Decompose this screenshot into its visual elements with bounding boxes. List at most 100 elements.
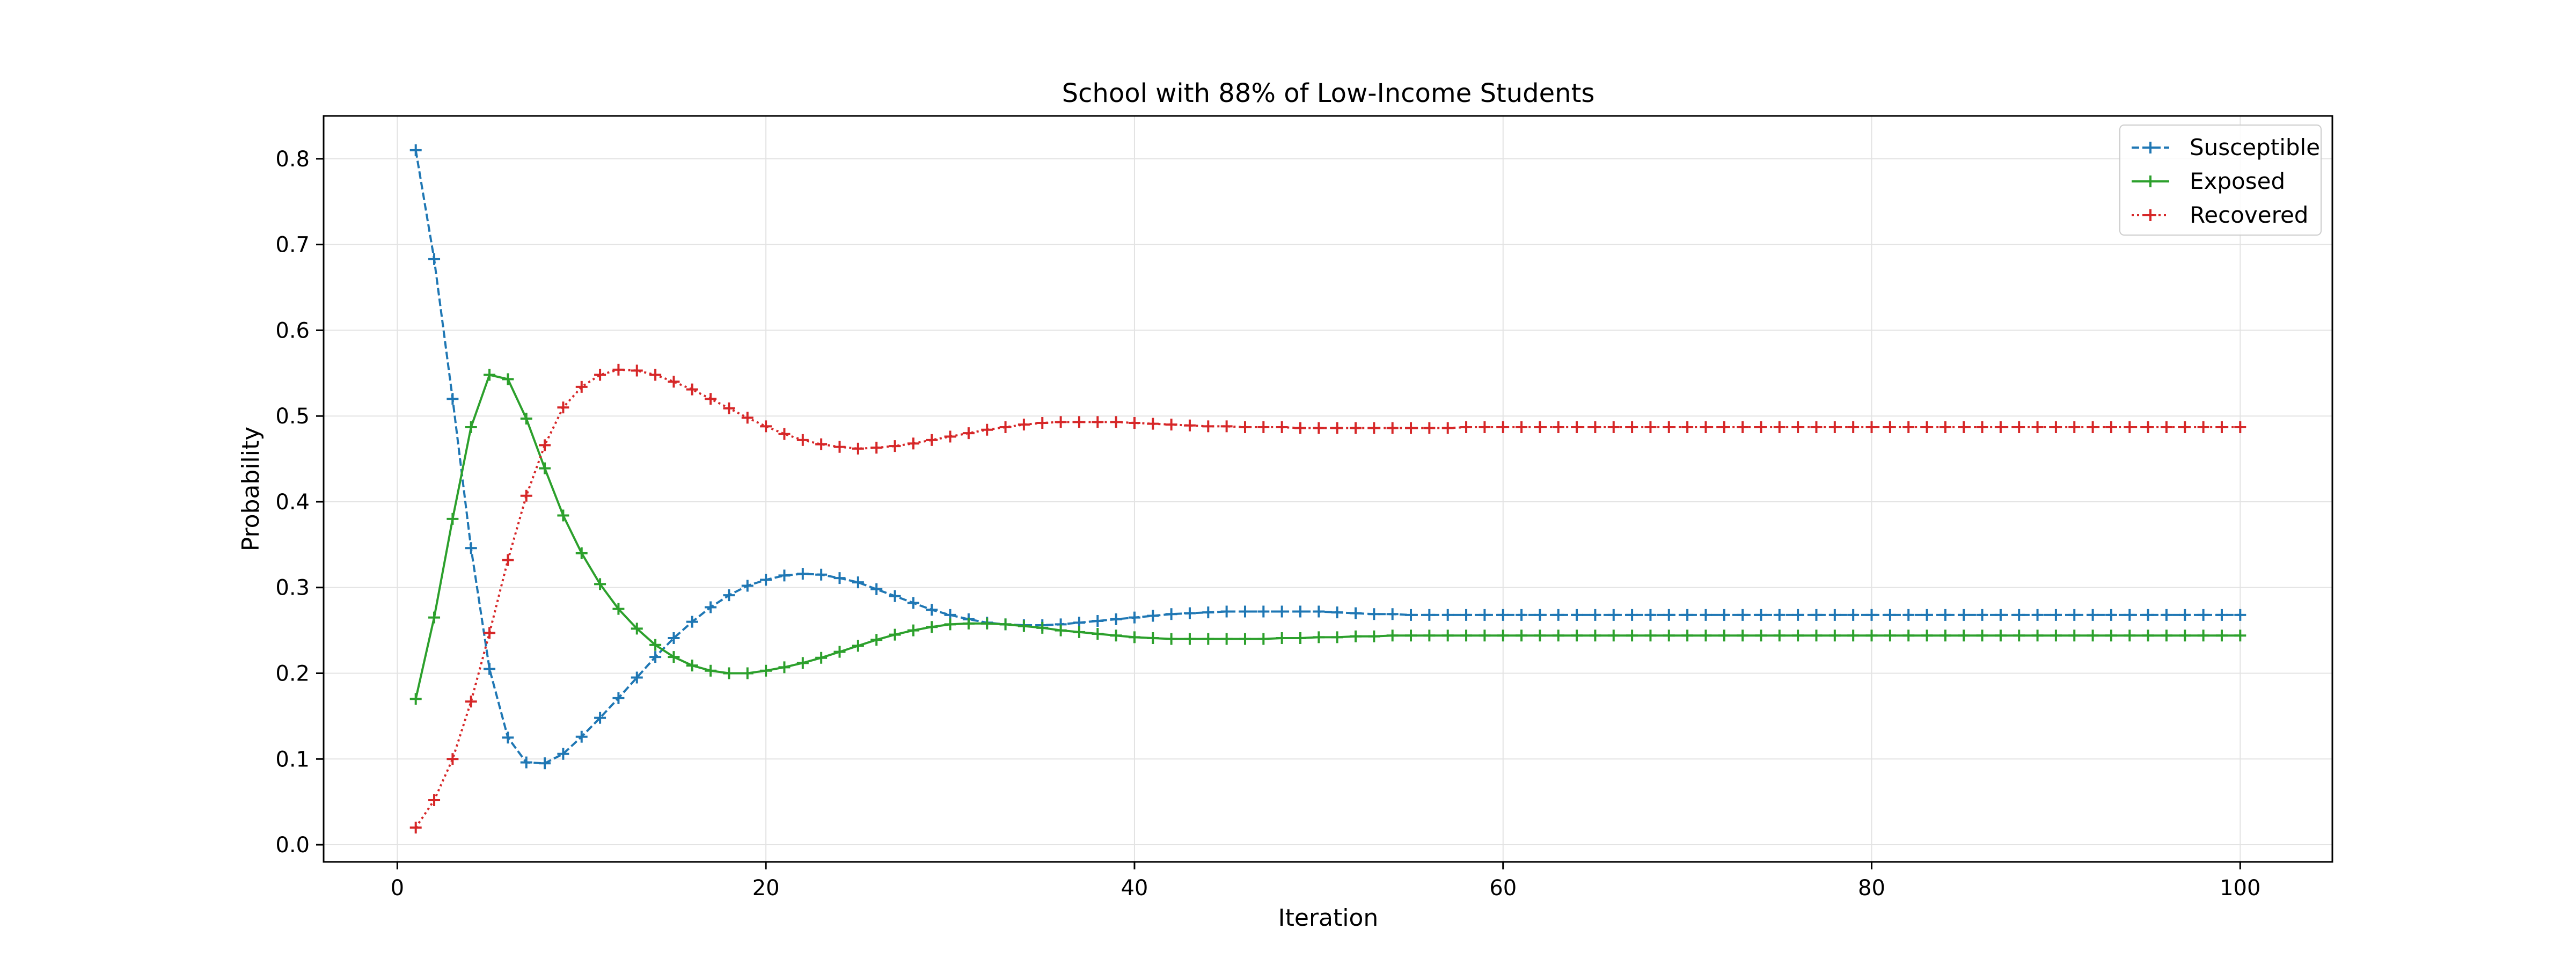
data-point-susceptible: [2013, 609, 2025, 621]
data-point-exposed: [741, 667, 753, 679]
data-point-susceptible: [2031, 609, 2044, 621]
data-point-susceptible: [447, 393, 459, 405]
data-point-susceptible: [741, 580, 753, 592]
data-point-exposed: [907, 624, 919, 636]
data-point-exposed: [1921, 630, 1933, 642]
data-point-exposed: [668, 651, 680, 663]
data-point-recovered: [778, 428, 791, 440]
data-point-susceptible: [2124, 609, 2136, 621]
data-point-recovered: [1183, 419, 1196, 431]
data-point-exposed: [1128, 631, 1140, 643]
data-point-susceptible: [815, 568, 828, 581]
data-point-recovered: [907, 437, 919, 450]
series-layer: [409, 144, 2246, 834]
data-point-susceptible: [1700, 609, 1712, 621]
data-point-exposed: [686, 660, 698, 672]
data-point-susceptible: [1718, 609, 1730, 621]
data-point-susceptible: [520, 756, 532, 769]
data-point-susceptible: [686, 616, 698, 628]
data-point-exposed: [1276, 632, 1288, 644]
data-point-recovered: [1331, 422, 1343, 434]
data-point-susceptible: [2105, 609, 2117, 621]
data-point-recovered: [833, 441, 846, 453]
data-point-recovered: [2234, 421, 2246, 433]
data-point-susceptible: [1847, 609, 1860, 621]
data-point-recovered: [1828, 421, 1841, 433]
data-point-exposed: [1976, 630, 1988, 642]
data-point-recovered: [575, 380, 588, 393]
data-point-exposed: [2179, 630, 2191, 642]
data-point-recovered: [2105, 421, 2117, 433]
data-point-exposed: [1516, 630, 1528, 642]
data-point-exposed: [1220, 633, 1233, 645]
data-point-exposed: [1663, 630, 1675, 642]
data-point-exposed: [1073, 626, 1085, 638]
y-axis-ticks: 0.0 0.1 0.2 0.3 0.4 0.5 0.6 0.7 0.8: [275, 147, 324, 858]
data-point-recovered: [796, 434, 809, 446]
data-point-exposed: [1092, 628, 1104, 640]
data-point-recovered: [1220, 420, 1233, 433]
data-point-susceptible: [1239, 605, 1251, 618]
data-point-recovered: [1276, 421, 1288, 433]
data-point-susceptible: [649, 651, 662, 663]
data-point-susceptible: [1921, 609, 1933, 621]
data-point-susceptible: [1589, 609, 1601, 621]
data-point-recovered: [1994, 421, 2007, 433]
data-point-exposed: [409, 693, 422, 705]
data-point-exposed: [465, 421, 477, 433]
data-point-recovered: [1939, 421, 1951, 433]
data-point-exposed: [2105, 630, 2117, 642]
data-point-exposed: [2031, 630, 2044, 642]
data-point-susceptible: [1479, 609, 1491, 621]
data-point-recovered: [1700, 421, 1712, 433]
data-point-recovered: [1902, 421, 1915, 433]
data-point-exposed: [1202, 633, 1214, 645]
data-point-susceptible: [409, 144, 422, 156]
data-point-exposed: [870, 634, 883, 646]
data-point-susceptible: [889, 590, 901, 602]
data-point-recovered: [1626, 421, 1638, 433]
data-point-susceptible: [2068, 609, 2081, 621]
data-point-recovered: [484, 627, 496, 639]
data-point-recovered: [1368, 422, 1380, 434]
legend-label-susceptible: Susceptible: [2190, 134, 2320, 160]
data-point-recovered: [1644, 421, 1657, 433]
data-point-recovered: [465, 696, 477, 708]
data-point-recovered: [1681, 421, 1694, 433]
series-recovered: [409, 363, 2246, 834]
data-point-recovered: [1921, 421, 1933, 433]
data-point-susceptible: [631, 671, 643, 684]
data-point-exposed: [796, 657, 809, 669]
data-point-recovered: [557, 401, 569, 414]
data-point-recovered: [1202, 420, 1214, 433]
data-point-recovered: [1497, 421, 1509, 433]
data-point-recovered: [1460, 421, 1473, 433]
data-point-recovered: [1350, 422, 1362, 434]
data-point-recovered: [1884, 421, 1896, 433]
data-point-exposed: [1497, 630, 1509, 642]
data-point-recovered: [705, 393, 717, 405]
data-point-recovered: [1313, 422, 1325, 434]
data-point-recovered: [1405, 422, 1417, 434]
data-point-susceptible: [852, 576, 864, 589]
y-tick-label: 0.1: [275, 747, 310, 772]
legend-label-exposed: Exposed: [2190, 168, 2285, 194]
data-point-recovered: [889, 440, 901, 452]
data-point-exposed: [999, 618, 1012, 631]
data-point-exposed: [502, 373, 514, 385]
data-point-recovered: [1257, 421, 1270, 433]
data-point-exposed: [539, 462, 551, 474]
data-point-susceptible: [796, 568, 809, 580]
data-point-recovered: [1607, 421, 1620, 433]
data-point-susceptible: [1865, 609, 1878, 621]
data-point-exposed: [1257, 633, 1270, 645]
data-point-exposed: [1589, 630, 1601, 642]
data-point-susceptible: [833, 572, 846, 584]
data-point-susceptible: [1737, 609, 1749, 621]
data-point-susceptible: [1257, 605, 1270, 618]
data-point-exposed: [649, 639, 662, 651]
data-point-susceptible: [723, 589, 735, 602]
data-point-recovered: [1976, 421, 1988, 433]
data-point-exposed: [1441, 630, 1454, 642]
data-point-susceptible: [2197, 609, 2209, 621]
